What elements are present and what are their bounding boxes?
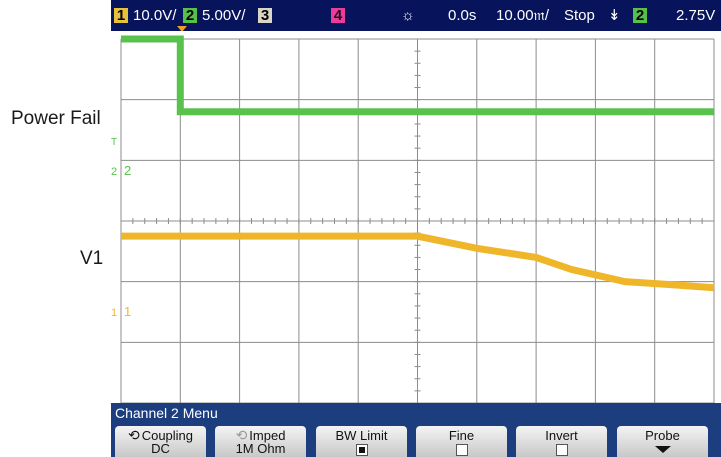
graticule <box>120 38 715 403</box>
ch4-badge: 4 <box>331 8 345 23</box>
ch1-ground-marker: 1 <box>111 307 117 319</box>
softkey-imped[interactable]: ⟲ Imped 1M Ohm <box>215 426 306 457</box>
softkey-invert[interactable]: Invert <box>516 426 607 457</box>
rotate-icon: ⟲ <box>235 427 248 443</box>
rotate-icon: ⟲ <box>127 427 140 443</box>
checkbox-unchecked-icon <box>555 444 568 457</box>
softkey-invert-label: Invert <box>545 428 578 443</box>
trigger-source-badge: 2 <box>633 8 647 23</box>
down-arrow-icon <box>654 446 671 453</box>
softkey-imped-label: Imped <box>249 428 286 443</box>
trigger-slope-icon: ↡ <box>608 7 621 24</box>
run-state[interactable]: Stop <box>564 7 595 24</box>
waveform-screen: T 2 2 1 1 <box>111 31 721 403</box>
ch2-marker: 2 <box>124 163 131 178</box>
softkey-probe-label: Probe <box>645 428 680 443</box>
trigger-position-marker <box>177 26 187 32</box>
ch3-badge: 3 <box>258 8 272 23</box>
softkey-bar: ⟲ Coupling DC ⟲ Imped 1M Ohm BW Limit Fine… <box>111 423 721 457</box>
delay-value[interactable]: 0.0s <box>448 7 477 24</box>
softkey-fine-label: Fine <box>448 428 475 443</box>
status-bar: 1 10.0V/ 2 5.00V/ 3 4 ☼ 0.0s 10.00𝔪/ Stop … <box>111 0 721 32</box>
softkey-probe[interactable]: Probe <box>617 426 708 457</box>
ch1-trace <box>121 232 715 292</box>
oscilloscope-display: 1 10.0V/ 2 5.00V/ 3 4 ☼ 0.0s 10.00𝔪/ Stop … <box>111 0 721 457</box>
trigger-level[interactable]: 2.75V <box>676 7 716 24</box>
checkbox-checked-icon <box>355 444 368 457</box>
ch1-scale: 10.0V/ <box>133 7 177 24</box>
ch1-marker: 1 <box>124 304 131 319</box>
softkey-fine[interactable]: Fine <box>416 426 507 457</box>
trigger-source[interactable]: 2 <box>633 7 652 24</box>
v1-label: V1 <box>80 248 104 269</box>
ch4-setting[interactable]: 4 <box>331 7 350 24</box>
sun-icon: ☼ <box>401 7 415 24</box>
ch2-trace <box>121 35 714 116</box>
ch1-setting[interactable]: 1 10.0V/ <box>114 7 176 24</box>
softkey-imped-value: 1M Ohm <box>235 441 286 456</box>
ch3-setting[interactable]: 3 <box>258 7 277 24</box>
timebase-value[interactable]: 10.00𝔪/ <box>496 7 549 24</box>
softkey-bw-limit[interactable]: BW Limit <box>316 426 407 457</box>
ch1-badge: 1 <box>114 8 128 23</box>
checkbox-unchecked-icon <box>455 444 468 457</box>
menu-title: Channel 2 Menu <box>111 403 721 423</box>
softkey-coupling[interactable]: ⟲ Coupling DC <box>115 426 206 457</box>
softkey-coupling-value: DC <box>151 441 170 456</box>
ch2-badge: 2 <box>183 8 197 23</box>
ch2-scale: 5.00V/ <box>202 7 246 24</box>
ch2-ground-marker: 2 <box>111 166 117 178</box>
softkey-coupling-label: Coupling <box>141 428 194 443</box>
power-fail-label: Power Fail <box>11 108 101 129</box>
ch2-setting[interactable]: 2 5.00V/ <box>183 7 245 24</box>
softkey-bw-limit-label: BW Limit <box>335 428 388 443</box>
trigger-level-marker: T <box>111 137 117 148</box>
